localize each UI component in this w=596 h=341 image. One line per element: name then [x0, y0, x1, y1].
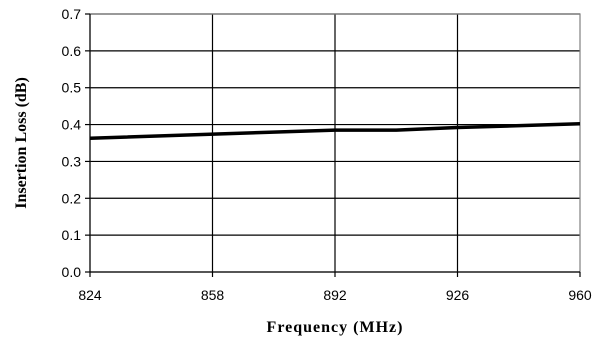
y-tick-label: 0.4	[62, 117, 82, 133]
y-tick-label: 0.3	[62, 153, 82, 169]
grid-lines	[90, 13, 580, 272]
y-tick-label: 0.1	[62, 227, 82, 243]
y-axis-title: Insertion Loss (dB)	[13, 77, 30, 209]
series-layer	[89, 122, 581, 140]
insertion-loss-line	[89, 122, 581, 140]
x-tick-label: 824	[78, 287, 102, 303]
y-tick-label: 0.5	[62, 80, 82, 96]
x-tick-label: 892	[323, 287, 347, 303]
y-tick-label: 0.2	[62, 190, 82, 206]
y-tick-label: 0.7	[62, 6, 82, 22]
x-tick-labels: 824 858 892 926 960	[78, 287, 592, 303]
y-tick-labels: 0.0 0.1 0.2 0.3 0.4 0.5 0.6 0.7	[62, 6, 82, 280]
x-axis-title: Frequency (MHz)	[267, 319, 404, 336]
axis-ticks	[85, 13, 581, 277]
x-tick-label: 926	[446, 287, 470, 303]
y-tick-label: 0.6	[62, 43, 82, 59]
x-tick-label: 858	[201, 287, 225, 303]
y-tick-label: 0.0	[62, 264, 82, 280]
x-tick-label: 960	[568, 287, 592, 303]
